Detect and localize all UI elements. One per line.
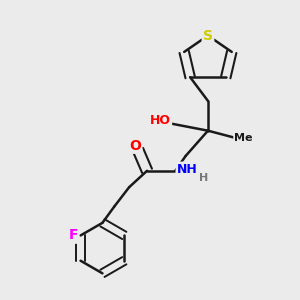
Text: O: O <box>129 139 141 152</box>
Text: Me: Me <box>234 133 253 143</box>
Text: H: H <box>199 173 208 183</box>
Text: HO: HO <box>150 114 171 127</box>
Text: NH: NH <box>177 163 197 176</box>
Text: F: F <box>68 229 78 242</box>
Text: S: S <box>203 28 213 43</box>
